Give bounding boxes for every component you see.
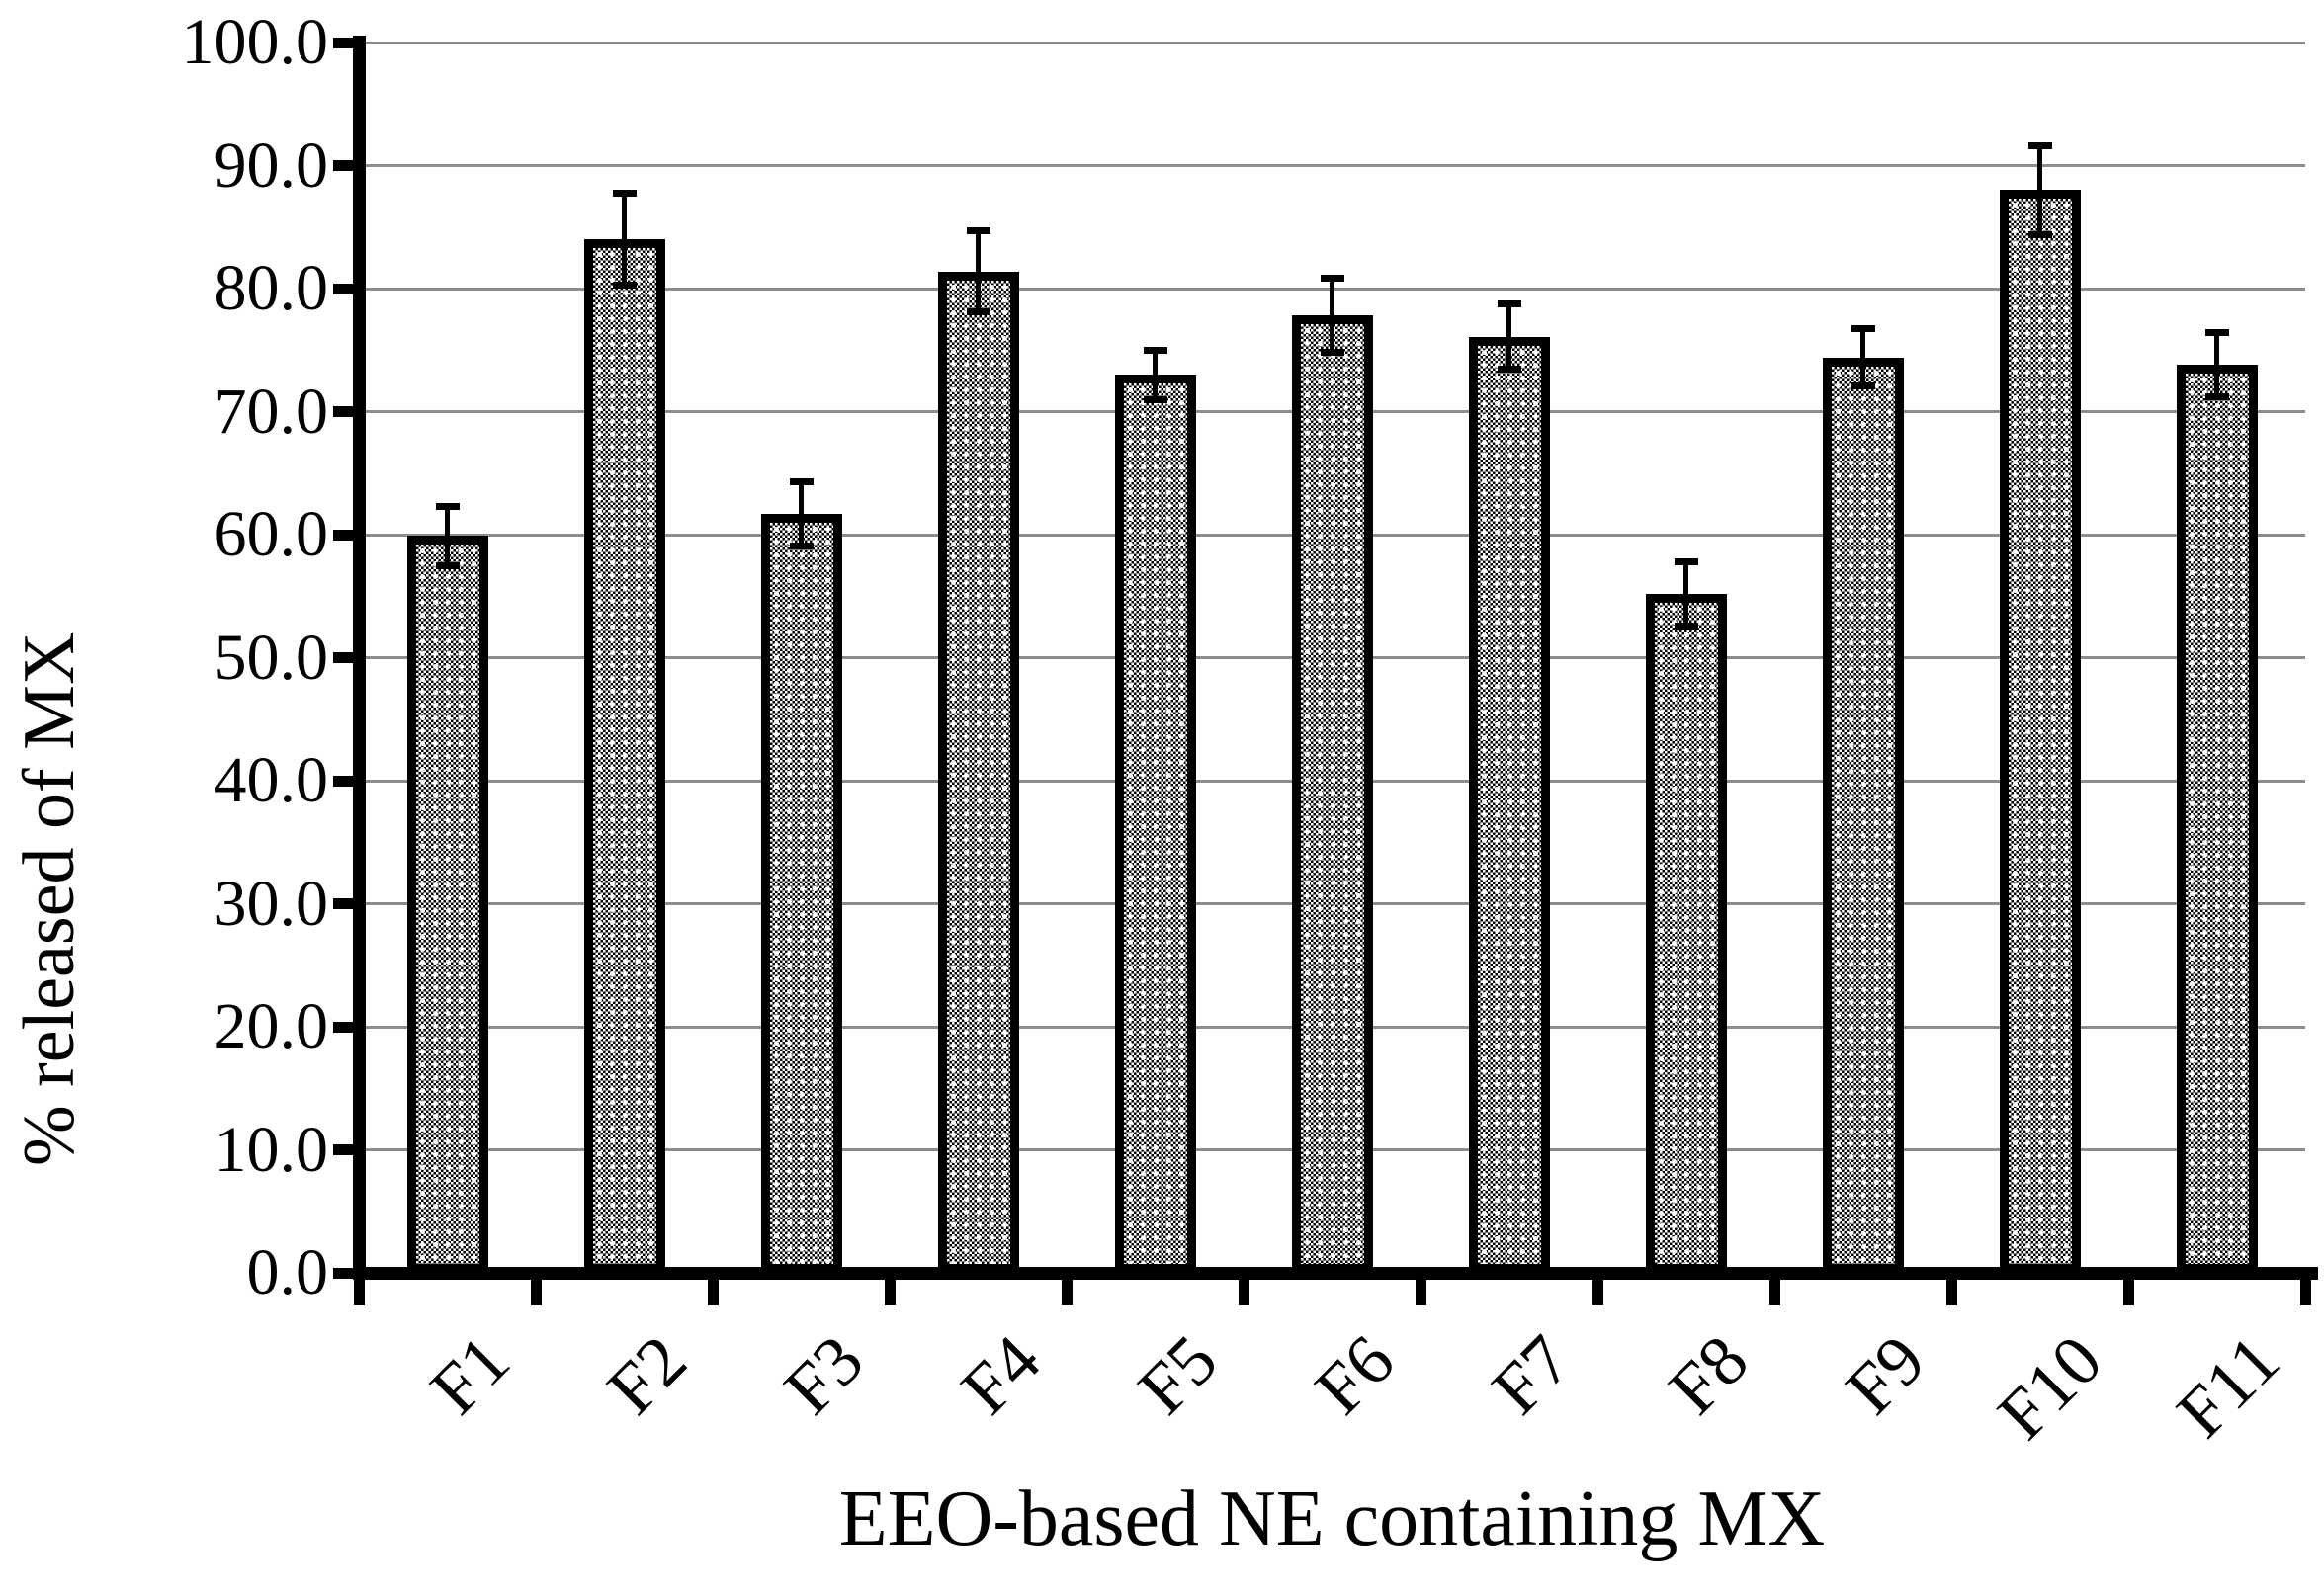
error-bar-part [1330, 275, 1334, 357]
bar [1999, 190, 2081, 1273]
error-bar-part [1143, 346, 1167, 354]
x-tick [2299, 1278, 2311, 1305]
x-axis-line [352, 1266, 2318, 1280]
bar [937, 271, 1019, 1273]
y-tick [333, 529, 359, 541]
error-bar-part [1851, 325, 1875, 333]
y-tick [333, 1021, 359, 1033]
y-tick-label: 10.0 [214, 1113, 329, 1186]
y-tick-label: 70.0 [214, 375, 329, 448]
x-tick-label: F9 [1831, 1319, 1940, 1430]
x-tick-label: F10 [1983, 1319, 2117, 1455]
y-tick [333, 1144, 359, 1155]
y-tick-label: 60.0 [214, 498, 329, 570]
error-bar-part [622, 190, 627, 289]
x-tick-label: F5 [1123, 1319, 1233, 1430]
y-tick-label: 100.0 [181, 6, 329, 78]
y-tick-label: 90.0 [214, 128, 329, 202]
error-bar-part [966, 308, 990, 316]
bar [1114, 375, 1196, 1273]
gridline [359, 164, 2305, 167]
error-bar-part [2214, 329, 2219, 401]
error-bar-part [1683, 557, 1688, 630]
error-bar-part [1674, 557, 1698, 565]
error-bar-part [1320, 275, 1344, 283]
x-tick-label: F8 [1654, 1319, 1764, 1430]
x-tick [1592, 1278, 1603, 1305]
error-bar-part [2204, 393, 2229, 401]
error-bar-part [1506, 300, 1511, 373]
x-tick-label: F6 [1300, 1319, 1410, 1430]
error-bar-part [789, 542, 814, 549]
y-tick [333, 898, 359, 909]
y-tick-label: 20.0 [214, 990, 329, 1062]
error-bar-part [2027, 230, 2052, 238]
y-axis-title: % released of MX [9, 631, 90, 1166]
error-bar-part [1497, 365, 1521, 373]
error-bar-part [1851, 382, 1875, 390]
x-tick [1061, 1278, 1073, 1305]
error-bar-part [1860, 325, 1865, 390]
error-bar-part [976, 226, 981, 316]
x-tick [1238, 1278, 1249, 1305]
x-tick-label: F3 [769, 1319, 879, 1430]
y-tick [333, 775, 359, 787]
error-bar-part [1320, 349, 1344, 357]
y-tick [333, 1267, 359, 1279]
x-tick-label: F2 [592, 1319, 702, 1430]
y-tick-label: 30.0 [214, 867, 329, 940]
error-bar-part [799, 477, 804, 549]
bar [760, 513, 842, 1273]
bar [406, 536, 488, 1273]
x-tick [1768, 1278, 1780, 1305]
x-tick-label: F1 [415, 1319, 525, 1430]
x-tick [707, 1278, 719, 1305]
bar [1645, 593, 1727, 1273]
x-tick-label: F11 [2162, 1319, 2294, 1453]
y-tick [333, 652, 359, 663]
x-tick [530, 1278, 542, 1305]
error-bar-part [1143, 395, 1167, 403]
error-bar-part [1674, 622, 1698, 630]
y-tick-label: 0.0 [246, 1236, 329, 1308]
error-bar-part [612, 281, 637, 289]
x-tick-label: F7 [1477, 1319, 1587, 1430]
bar [1822, 357, 1904, 1273]
error-bar-part [1153, 346, 1158, 403]
x-tick [2122, 1278, 2134, 1305]
y-tick [333, 406, 359, 417]
error-bar-part [2037, 141, 2042, 238]
error-bar-part [2027, 141, 2052, 149]
y-tick-label: 80.0 [214, 252, 329, 324]
bar [2176, 365, 2258, 1273]
x-tick [353, 1278, 365, 1305]
x-axis-title: EEO-based NE containing MX [838, 1475, 1826, 1562]
error-bar-part [445, 502, 450, 569]
x-tick [1945, 1278, 1957, 1305]
x-tick-label: F4 [946, 1319, 1056, 1430]
x-tick [1415, 1278, 1426, 1305]
error-bar-part [789, 477, 814, 485]
y-tick [333, 160, 359, 171]
bar [1468, 336, 1550, 1273]
error-bar-part [1497, 300, 1521, 308]
y-tick-label: 40.0 [214, 744, 329, 816]
error-bar-part [2204, 329, 2229, 337]
y-axis-line [352, 36, 366, 1280]
error-bar-part [435, 561, 460, 569]
y-tick-label: 50.0 [214, 621, 329, 694]
bar [1291, 315, 1373, 1273]
error-bar-part [966, 226, 990, 234]
error-bar-part [612, 190, 637, 198]
y-tick [333, 283, 359, 294]
gridline [359, 41, 2305, 44]
x-tick [884, 1278, 896, 1305]
bar [583, 239, 665, 1273]
error-bar-part [435, 502, 460, 510]
y-tick [333, 37, 359, 48]
